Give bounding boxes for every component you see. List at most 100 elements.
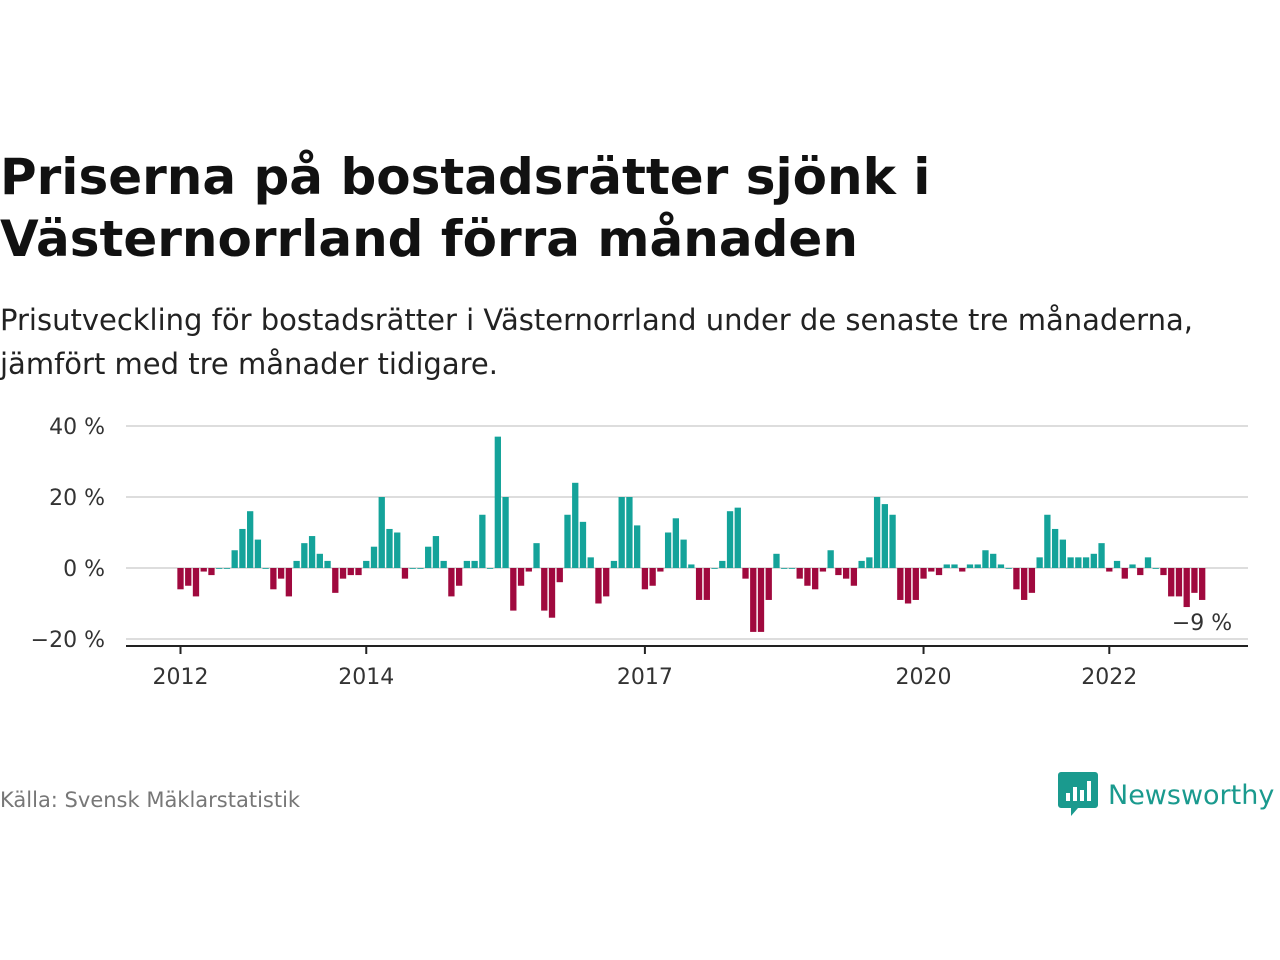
bar <box>479 514 486 568</box>
x-tick-label: 2020 <box>896 665 952 690</box>
bar <box>262 568 269 569</box>
bar <box>858 560 865 568</box>
bar <box>223 568 231 569</box>
chart-subtitle: Prisutveckling för bostadsrätter i Väste… <box>0 303 1193 381</box>
bar <box>595 568 602 604</box>
brand-logo: Newsworthy <box>1058 772 1274 818</box>
bar <box>370 546 378 568</box>
bar <box>541 568 548 611</box>
bar <box>200 568 207 572</box>
bar <box>455 568 463 586</box>
bar-chart-speech-bubble-icon <box>1058 772 1098 816</box>
bar <box>285 568 293 597</box>
bar <box>517 568 525 586</box>
bar <box>177 568 184 590</box>
bar <box>394 532 401 568</box>
bar <box>448 568 455 597</box>
x-tick-label: 2022 <box>1081 665 1137 690</box>
bar <box>959 568 966 572</box>
bar <box>1121 568 1128 579</box>
bar <box>1199 568 1206 600</box>
bar <box>618 497 625 568</box>
last-value-label: −9 % <box>1172 611 1232 636</box>
bar <box>572 482 579 568</box>
bar <box>649 568 656 586</box>
x-tick-label: 2017 <box>617 665 673 690</box>
bar <box>308 536 316 568</box>
bar <box>231 550 238 568</box>
bar <box>827 550 834 568</box>
bar <box>1137 568 1144 576</box>
bar <box>1036 557 1043 568</box>
bar <box>1160 568 1167 576</box>
bar <box>347 568 354 576</box>
bar <box>440 560 447 568</box>
bar <box>966 564 974 568</box>
bar <box>928 568 935 572</box>
bar <box>363 560 370 568</box>
gridlines <box>126 425 1248 640</box>
bar <box>556 568 563 583</box>
bar <box>1168 568 1175 597</box>
bar <box>610 560 618 568</box>
bar <box>471 560 478 568</box>
bar <box>912 568 919 600</box>
bar <box>695 568 703 600</box>
bar <box>711 568 718 569</box>
y-tick-label: −20 % <box>31 628 105 653</box>
bar <box>982 550 989 568</box>
bar <box>1175 568 1183 597</box>
bar <box>850 568 858 586</box>
bar <box>425 546 432 568</box>
bar <box>750 568 757 632</box>
y-tick-label: 40 % <box>49 415 105 440</box>
bar <box>510 568 517 611</box>
bar <box>935 568 943 576</box>
bar <box>1075 557 1082 568</box>
bar <box>486 568 494 569</box>
x-tick-label: 2012 <box>153 665 209 690</box>
bar <box>974 564 981 568</box>
bar <box>1021 568 1028 600</box>
bar <box>332 568 339 593</box>
bar <box>680 539 687 568</box>
bar <box>564 514 571 568</box>
bar <box>812 568 819 590</box>
bar <box>773 553 780 568</box>
bar <box>247 511 254 568</box>
bar <box>804 568 811 586</box>
bar <box>603 568 610 597</box>
y-tick-label: 0 % <box>63 557 105 582</box>
bar <box>254 539 262 568</box>
bar <box>951 564 958 568</box>
bar <box>904 568 912 604</box>
bar <box>835 568 842 576</box>
bar <box>1113 560 1121 568</box>
bar <box>1152 568 1159 569</box>
bar <box>742 568 749 579</box>
bar <box>796 568 803 579</box>
brand-name: Newsworthy <box>1108 779 1275 811</box>
bar <box>378 497 385 568</box>
bar <box>339 568 347 579</box>
bar <box>866 557 873 568</box>
bar <box>641 568 649 590</box>
bar <box>293 560 300 568</box>
bar <box>626 497 633 568</box>
bar <box>192 568 200 597</box>
bar <box>703 568 710 600</box>
bar <box>579 521 587 568</box>
bar <box>1067 557 1074 568</box>
bar <box>355 568 362 576</box>
bar <box>842 568 850 579</box>
bar <box>1129 564 1136 568</box>
source-note: Källa: Svensk Mäklarstatistik <box>0 788 301 812</box>
bar <box>417 568 424 569</box>
bar <box>726 511 734 568</box>
bar <box>239 528 246 568</box>
bar <box>889 514 896 568</box>
bar <box>401 568 409 579</box>
bar <box>734 507 741 568</box>
bar <box>765 568 772 600</box>
bar <box>533 543 540 568</box>
